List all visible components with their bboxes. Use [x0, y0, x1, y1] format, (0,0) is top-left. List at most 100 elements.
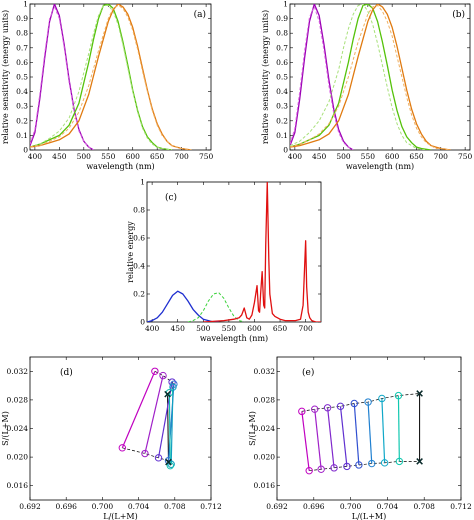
y-tick-label: 0.024	[254, 424, 276, 433]
x-tick-label: 450	[171, 324, 186, 333]
y-tick-label: 1	[140, 178, 145, 187]
data-point	[350, 399, 358, 408]
y-tick-label: 0.9	[276, 14, 288, 23]
series-line-6	[381, 398, 386, 463]
cross-marker	[164, 390, 171, 398]
y-tick-label: 0	[140, 318, 145, 327]
series-line-2	[290, 4, 432, 150]
data-point	[368, 459, 376, 468]
series-line-4	[290, 4, 451, 150]
y-tick-label: 0	[23, 146, 28, 155]
series-line-1	[30, 6, 94, 150]
x-tick-label: 500	[77, 152, 92, 161]
x-tick-label: 400	[145, 324, 160, 333]
y-tick-label: 1	[283, 0, 288, 9]
x-tick-label: 650	[273, 324, 288, 333]
y-tick-label: 0.8	[133, 206, 145, 215]
y-axis-label: S/(L+M)	[1, 411, 10, 446]
data-layer	[30, 4, 192, 150]
plot-frame	[146, 181, 322, 323]
y-tick-label: 0.8	[276, 29, 288, 38]
plot-frame	[276, 356, 462, 501]
y-tick-label: 0.1	[16, 131, 28, 140]
series-line-4	[170, 387, 174, 465]
plot-frame	[29, 356, 212, 501]
x-tick-label: 0.700	[340, 502, 362, 511]
y-tick-label: 0.9	[16, 14, 28, 23]
data-point	[141, 449, 149, 458]
y-axis-label: relative energy	[126, 221, 135, 283]
x-tick-label: 550	[222, 324, 237, 333]
y-tick-label: 0.7	[276, 43, 288, 52]
series-line-7	[397, 395, 400, 462]
x-tick-label: 500	[336, 152, 351, 161]
data-point	[378, 394, 386, 403]
series-line-4	[353, 403, 360, 466]
series-line-5	[367, 402, 373, 464]
y-axis-label: S/(L+M)	[248, 411, 257, 446]
series-line-1	[314, 409, 322, 470]
data-point	[343, 462, 351, 471]
panel-label: (a)	[194, 9, 206, 20]
x-tick-label: 700	[174, 152, 189, 161]
x-tick-label: 0.696	[55, 502, 77, 511]
series-line-5	[30, 4, 192, 150]
y-tick-label: 0.020	[7, 453, 29, 462]
y-tick-label: 1	[23, 0, 28, 9]
x-tick-label: 0.696	[303, 502, 325, 511]
y-tick-label: 0.6	[16, 58, 28, 67]
y-tick-label: 0.4	[276, 87, 288, 96]
x-tick-label: 650	[409, 152, 424, 161]
y-tick-label: 0.032	[254, 367, 276, 376]
x-tick-label: 0.700	[92, 502, 114, 511]
chart-panel-0: 400 450 500 550 600 650 700 750 0 0.1 0.2 0.3 0.4 0.5…	[1, 0, 213, 171]
y-tick-label: 0.6	[133, 234, 145, 243]
data-point	[305, 466, 313, 475]
y-tick-label: 0.032	[7, 367, 29, 376]
x-tick-label: 0.708	[413, 502, 435, 511]
series-line-0	[301, 411, 310, 471]
data-point	[317, 465, 325, 473]
y-tick-label: 0.020	[254, 453, 276, 462]
x-axis-label: L/(L+M)	[103, 512, 137, 520]
x-tick-label: 0.704	[128, 502, 150, 511]
data-point	[330, 464, 338, 472]
x-tick-label: 450	[312, 152, 327, 161]
data-point	[159, 371, 167, 380]
y-tick-label: 0.024	[7, 424, 29, 433]
data-point	[355, 461, 363, 469]
x-tick-label: 450	[52, 152, 67, 161]
chart-panel-3: 0.692 0.696 0.700 0.704 0.708 0.712 0.016 0.020…	[1, 356, 222, 520]
y-tick-label: 0.3	[16, 102, 28, 111]
y-tick-label: 0.5	[16, 73, 28, 82]
y-tick-label: 0.1	[276, 131, 288, 140]
data-point	[364, 398, 372, 406]
y-tick-label: 0.4	[133, 262, 145, 271]
series-line-0	[290, 4, 354, 150]
x-tick-label: 0.712	[450, 502, 472, 511]
data-point	[169, 383, 177, 391]
x-tick-label: 0.712	[200, 502, 222, 511]
x-tick-label: 600	[126, 152, 141, 161]
data-point	[298, 407, 306, 416]
series-line-3	[339, 406, 348, 467]
chart-panel-1: 400 450 500 550 600 650 700 750 0 0.1 0.2 0.3 0.4 0.5…	[261, 0, 473, 171]
y-tick-label: 0.4	[16, 87, 28, 96]
y-tick-label: 0.028	[254, 395, 276, 404]
chart-panel-2: 400 450 500 550 600 650 700 0 0.2 0.4 0.6 0.8 1 wavel…	[126, 178, 322, 343]
plot-frame	[289, 3, 471, 151]
y-tick-label: 0.5	[276, 73, 288, 82]
data-point	[395, 457, 404, 466]
series-line-5	[168, 392, 171, 466]
data-point	[167, 460, 175, 468]
series-line-0	[147, 290, 219, 322]
series-line-3	[290, 4, 427, 150]
y-axis-label: relative sensitivity (energy units)	[261, 10, 270, 144]
series-line-0	[121, 371, 156, 449]
x-tick-label: 550	[101, 152, 116, 161]
connector-bottom	[309, 461, 420, 472]
x-tick-label: 700	[298, 324, 313, 333]
series-line-3	[30, 4, 172, 150]
y-tick-label: 0.3	[276, 102, 288, 111]
